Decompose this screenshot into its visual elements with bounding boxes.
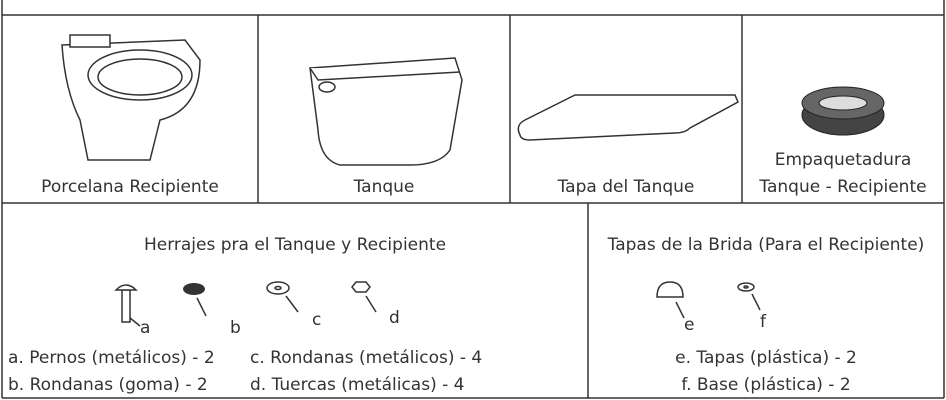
part-label: Tanque [353, 177, 415, 197]
item-text: f. Base (plástica) - 2 [681, 375, 850, 395]
item-text: c. Rondanas (metálicos) - 4 [250, 348, 482, 368]
section-title: Herrajes pra el Tanque y Recipiente [144, 235, 446, 255]
part-label: Tapa del Tanque [557, 177, 695, 197]
part-label: Empaquetadura [775, 150, 912, 170]
gasket-icon [801, 86, 885, 136]
item-letter: b [230, 318, 241, 338]
item-text: d. Tuercas (metálicas) - 4 [250, 375, 464, 395]
tank-lid-icon [517, 94, 739, 141]
item-text: e. Tapas (plástica) - 2 [675, 348, 857, 368]
item-letter: c [312, 310, 321, 330]
item-letter: f [760, 312, 767, 332]
part-label: Porcelana Recipiente [41, 177, 219, 197]
section-title: Tapas de la Brida (Para el Recipiente) [607, 235, 925, 255]
item-text: a. Pernos (metálicos) - 2 [8, 348, 215, 368]
tank-icon [309, 57, 463, 166]
hardware-icons [114, 281, 761, 327]
item-letter: d [389, 308, 400, 328]
part-label: Tanque - Recipiente [758, 177, 926, 197]
item-letter: e [684, 315, 694, 335]
item-letter: a [140, 318, 150, 338]
toilet-bowl-icon [61, 34, 201, 161]
item-text: b. Rondanas (goma) - 2 [8, 375, 208, 395]
